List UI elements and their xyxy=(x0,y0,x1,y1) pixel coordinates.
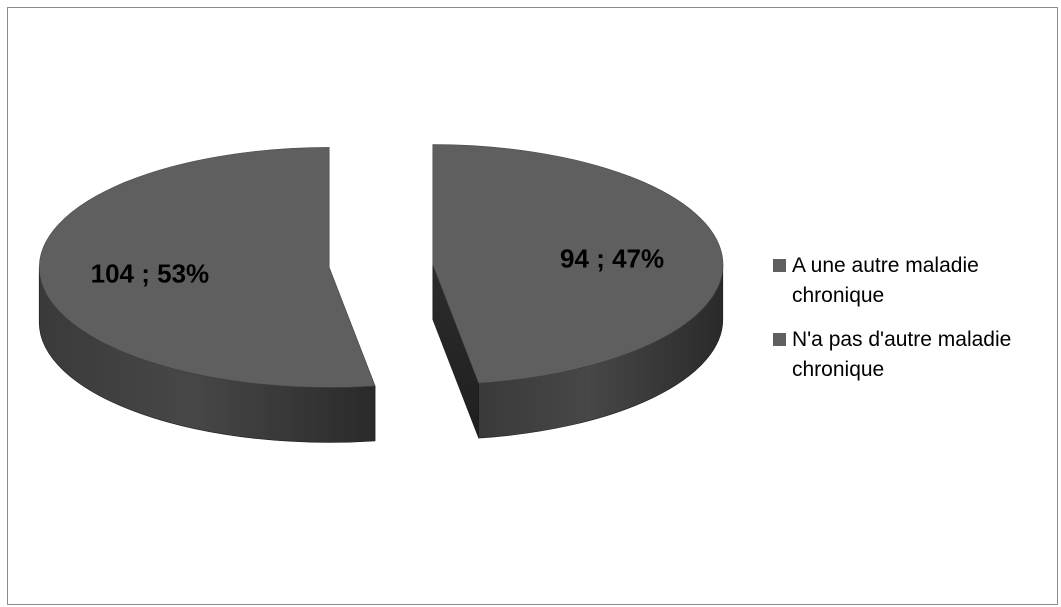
data-label: 94 ; 47% xyxy=(560,244,664,274)
legend-swatch xyxy=(773,333,786,346)
legend-label: N'a pas d'autre maladie chronique xyxy=(792,328,1012,381)
pie-slice xyxy=(39,147,376,388)
legend-item: N'a pas d'autre maladie chronique xyxy=(773,325,1058,385)
pie-slice xyxy=(432,144,724,384)
legend-label: A une autre maladie chronique xyxy=(792,254,979,307)
pie-chart: 94 ; 47% 104 ; 53% xyxy=(38,144,724,443)
data-label: 104 ; 53% xyxy=(91,258,210,288)
legend-item: A une autre maladie chronique xyxy=(773,251,1058,311)
legend: A une autre maladie chronique N'a pas d'… xyxy=(773,251,1058,399)
chart-frame: 94 ; 47% 104 ; 53% A une autre maladie ch… xyxy=(7,7,1058,605)
legend-swatch xyxy=(773,259,786,272)
